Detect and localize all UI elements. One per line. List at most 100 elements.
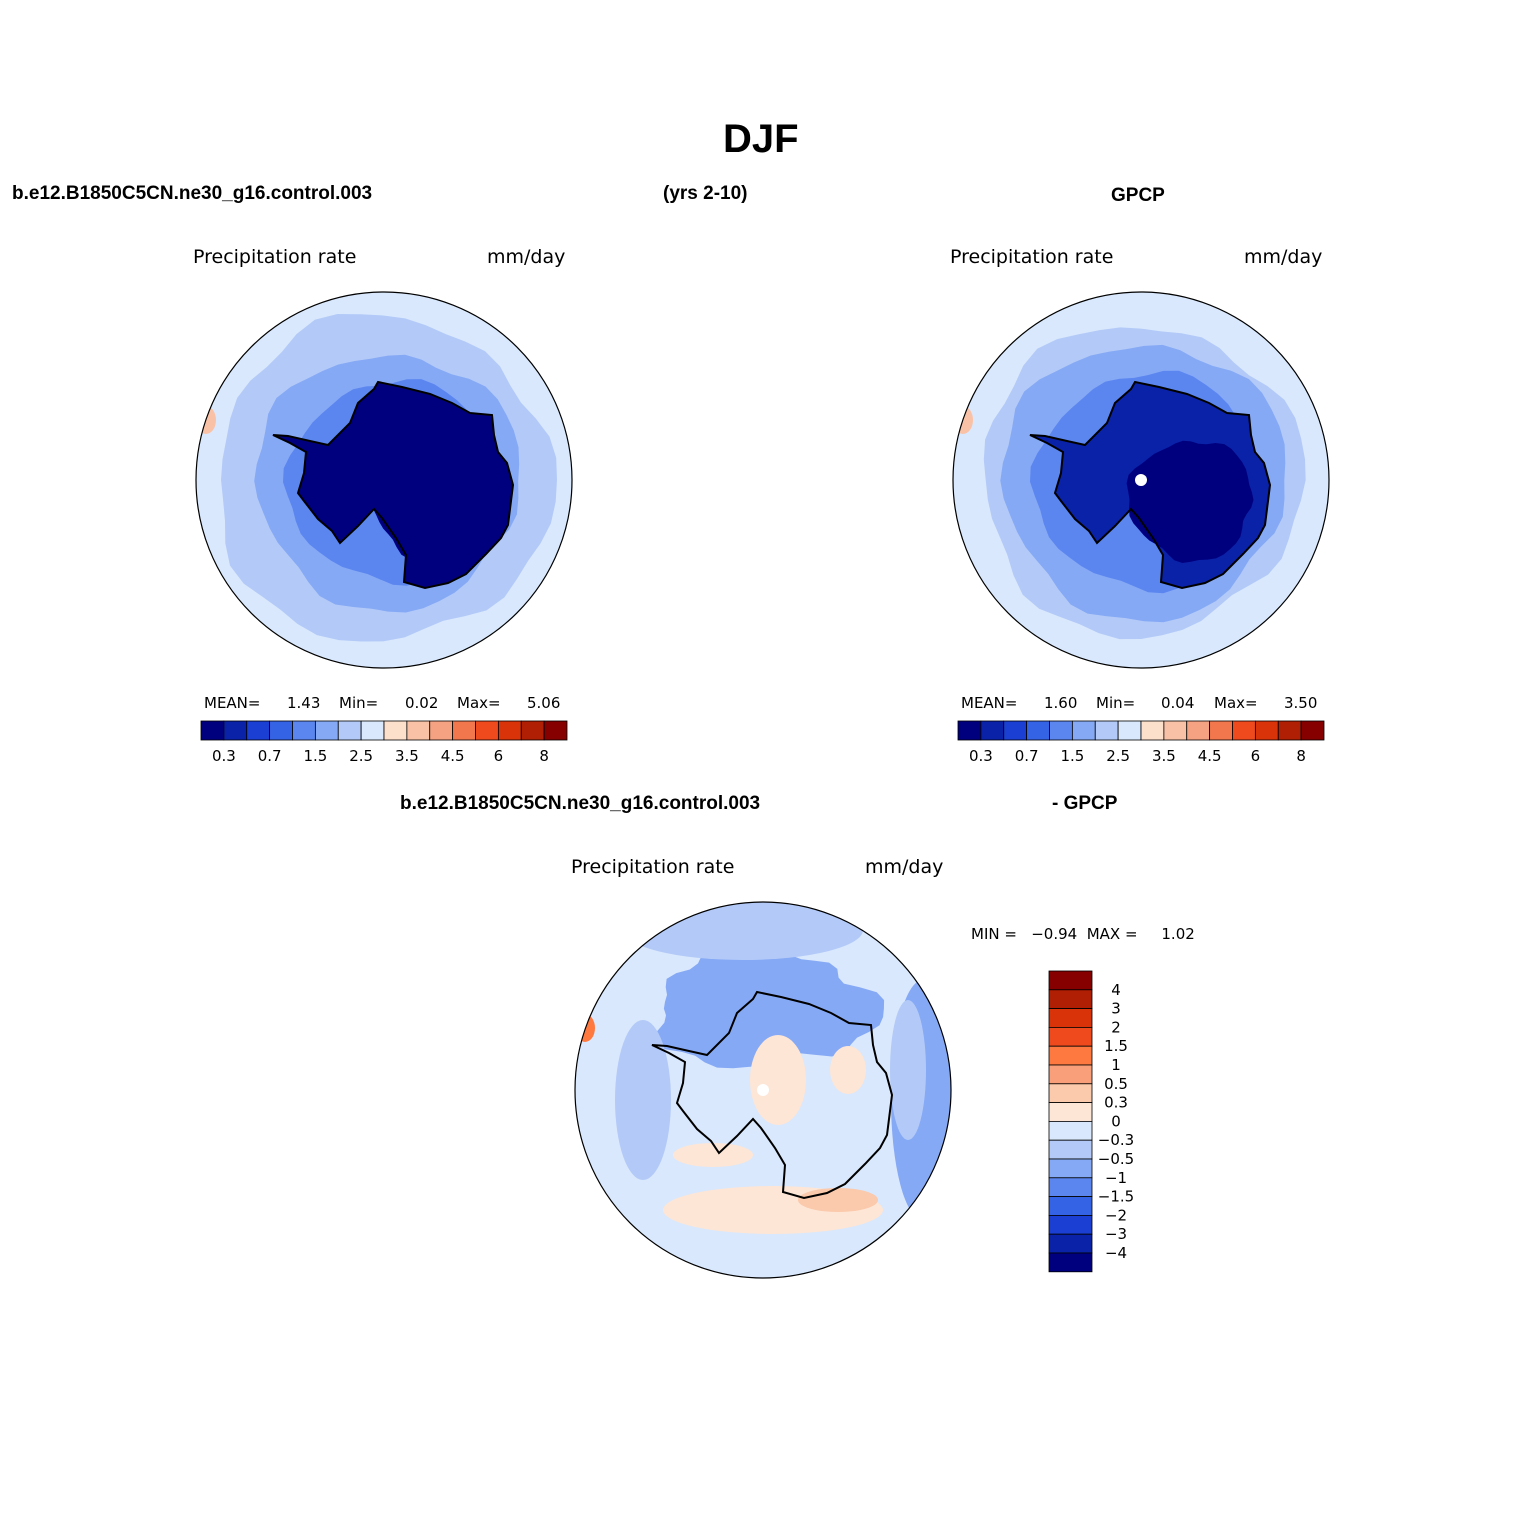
colorbar-box: [383, 720, 408, 741]
colorbar-tick-label: 0.3: [212, 747, 236, 765]
colorbar-box: [1232, 720, 1256, 741]
antarctica-coastline: [1029, 380, 1272, 590]
colorbar-box: [1186, 720, 1211, 741]
colorbar-tick-label: 6: [1251, 747, 1261, 765]
colorbar-tick-label: −0.5: [1098, 1150, 1134, 1168]
colorbar-tick-label: 1.5: [1060, 747, 1084, 765]
diff-panel-title: Precipitation rate: [571, 856, 735, 878]
obs-name-label: GPCP: [1111, 185, 1165, 206]
colorbar-tick-label: −3: [1105, 1225, 1127, 1243]
colorbar-tick-label: 0: [1111, 1112, 1121, 1130]
colorbar-box: [497, 720, 522, 741]
model-min-label: Min=: [339, 694, 379, 712]
colorbar-box: [1300, 720, 1325, 741]
colorbar-box: [980, 720, 1005, 741]
colorbar-tick-label: 0.5: [1104, 1075, 1128, 1093]
colorbar-box: [292, 720, 316, 741]
pole-missing-marker: [757, 1084, 769, 1096]
map-boundary: [195, 291, 573, 669]
field-band-core: [1126, 440, 1254, 563]
colorbar-box: [1048, 1196, 1093, 1216]
obs-max-value: 3.50: [1284, 694, 1318, 712]
model-panel-title: Precipitation rate: [193, 246, 357, 268]
diff-panel-units: mm/day: [865, 856, 944, 878]
model-map: [196, 292, 572, 668]
diff-field-positive: [798, 1188, 878, 1212]
diff-field-positive: [830, 1046, 866, 1094]
colorbar-tick-label: 4.5: [1198, 747, 1222, 765]
colorbar-box: [543, 720, 568, 741]
colorbar-box: [1048, 1027, 1093, 1047]
colorbar-box: [1048, 1177, 1093, 1198]
model-mean-label: MEAN=: [204, 694, 261, 712]
years-label: (yrs 2-10): [663, 183, 748, 204]
obs-min-label: Min=: [1096, 694, 1136, 712]
obs-min-value: 0.04: [1161, 694, 1195, 712]
obs-mean-label: MEAN=: [961, 694, 1018, 712]
colorbar-box: [1254, 720, 1279, 741]
colorbar-box: [406, 720, 431, 741]
colorbar-box: [1209, 720, 1233, 741]
colorbar-box: [1048, 989, 1093, 1009]
colorbar-tick-label: 0.7: [258, 747, 282, 765]
colorbar-box: [1048, 1083, 1093, 1104]
colorbar-box: [520, 720, 545, 741]
obs-panel-title: Precipitation rate: [950, 246, 1114, 268]
colorbar-tick-label: −4: [1105, 1244, 1127, 1262]
map-boundary: [952, 291, 1330, 669]
colorbar-tick-label: 3.5: [1152, 747, 1176, 765]
colorbar-box: [1048, 1064, 1093, 1085]
model-mean-value: 1.43: [287, 694, 321, 712]
model-min-value: 0.02: [405, 694, 439, 712]
colorbar-box: [223, 720, 248, 741]
colorbar-box: [1117, 720, 1142, 741]
diff-minmax: MIN = −0.94 MAX = 1.02: [971, 925, 1195, 943]
diff-field-positive: [673, 1143, 753, 1167]
diff-case-label: b.e12.B1850C5CN.ne30_g16.control.003: [400, 793, 761, 814]
colorbar-box: [1048, 1233, 1093, 1254]
colorbar-box: [337, 720, 362, 741]
page-title: DJF: [723, 117, 799, 161]
colorbar-box: [1163, 720, 1188, 741]
colorbar-tick-label: −1.5: [1098, 1188, 1134, 1206]
colorbar-tick-label: 2.5: [349, 747, 373, 765]
diff-obs-label: - GPCP: [1052, 793, 1118, 814]
obs-mean-value: 1.60: [1044, 694, 1078, 712]
colorbar-box: [1048, 1158, 1093, 1179]
colorbar-tick-label: −2: [1105, 1206, 1127, 1224]
colorbar-box: [1277, 720, 1302, 741]
model-panel-units: mm/day: [487, 246, 566, 268]
colorbar-box: [269, 720, 293, 741]
diff-field-positive: [750, 1035, 806, 1125]
colorbar-tick-label: 2: [1111, 1018, 1121, 1036]
colorbar-tick-label: 0.3: [969, 747, 993, 765]
colorbar-box: [1094, 720, 1119, 741]
colorbar-tick-label: 4.5: [441, 747, 465, 765]
colorbar-box: [314, 720, 339, 741]
colorbar-box: [1048, 1045, 1093, 1066]
colorbar-box: [429, 720, 454, 741]
diff-field-negative: [623, 902, 863, 960]
colorbar-tick-label: 3.5: [395, 747, 419, 765]
colorbar-tick-label: 2.5: [1106, 747, 1130, 765]
colorbar-box: [1048, 970, 1093, 991]
model-max-value: 5.06: [527, 694, 561, 712]
colorbar-tick-label: 0.7: [1015, 747, 1039, 765]
colorbar-box: [200, 720, 225, 741]
colorbar-tick-label: 1.5: [1104, 1037, 1128, 1055]
pole-missing-marker: [1135, 474, 1147, 486]
diff-field-negative: [890, 1000, 926, 1140]
colorbar-box: [1071, 720, 1096, 741]
colorbar-tick-label: 1: [1111, 1056, 1121, 1074]
colorbar-tick-label: 4: [1111, 981, 1121, 999]
model-case-label: b.e12.B1850C5CN.ne30_g16.control.003: [12, 183, 373, 204]
colorbar-tick-label: 8: [539, 747, 549, 765]
colorbar-tick-label: 6: [494, 747, 504, 765]
antarctica-coastline: [272, 380, 515, 590]
obs-max-label: Max=: [1214, 694, 1258, 712]
colorbar-box: [1003, 720, 1028, 741]
colorbar-tick-label: 3: [1111, 1000, 1121, 1018]
colorbar-box: [360, 720, 385, 741]
obs-panel-units: mm/day: [1244, 246, 1323, 268]
